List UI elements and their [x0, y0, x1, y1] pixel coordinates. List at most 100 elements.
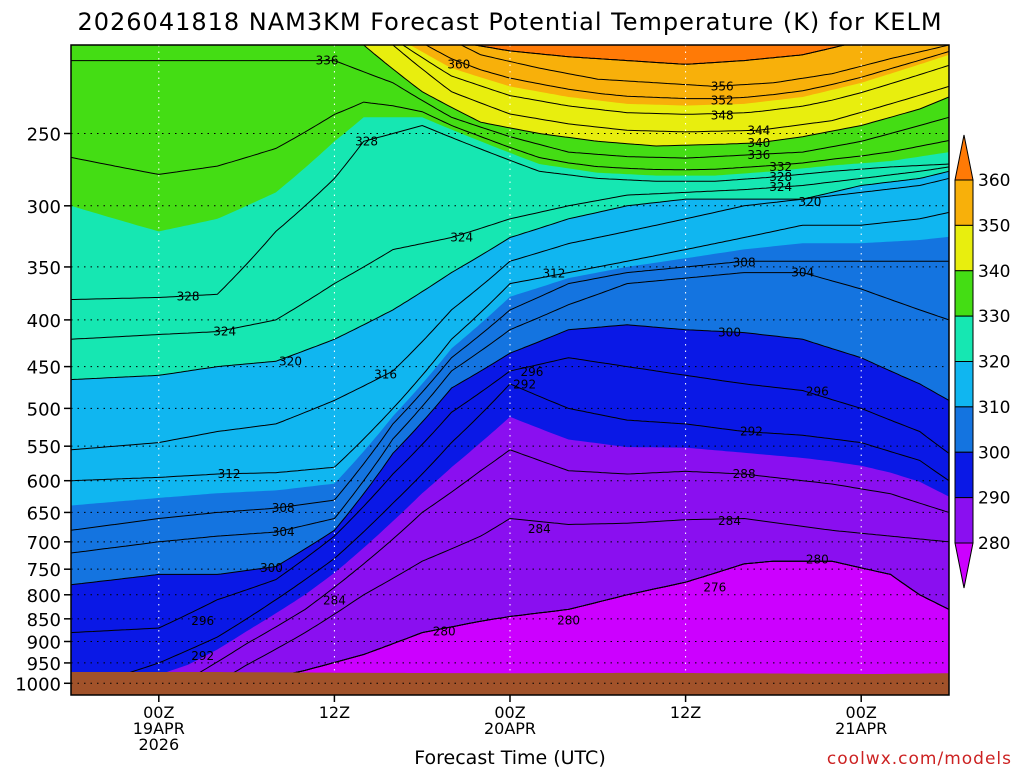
- contour-label: 300: [260, 561, 283, 575]
- contour-label: 280: [557, 614, 580, 628]
- colorbar-label: 290: [978, 489, 1010, 509]
- contour-label: 292: [513, 378, 536, 392]
- contour-324: [71, 166, 949, 340]
- colorbar-segment: [954, 361, 974, 408]
- contour-label: 276: [703, 580, 726, 594]
- contour-label: 304: [272, 525, 295, 539]
- contour-label: 304: [791, 266, 814, 280]
- contour-label: 288: [733, 467, 756, 481]
- contour-label: 328: [769, 170, 792, 184]
- contour-label: 284: [718, 514, 741, 528]
- contour-label: 344: [747, 123, 770, 137]
- colorbar-label: 350: [978, 216, 1010, 236]
- contour-label: 356: [711, 79, 734, 93]
- contour-label: 352: [711, 93, 734, 107]
- colorbar-top-arrow: [954, 134, 974, 181]
- contour-label: 336: [747, 148, 770, 162]
- contour-348: [402, 45, 949, 115]
- contour-label: 340: [747, 136, 770, 150]
- colorbar-label: 320: [978, 353, 1010, 373]
- colorbar-segment: [954, 406, 974, 453]
- contour-label: 336: [316, 54, 339, 68]
- y-tick-label: 550: [27, 437, 61, 458]
- contour-312: [71, 211, 949, 482]
- contour-308: [71, 260, 949, 531]
- x-tick-label: 12Z: [670, 703, 701, 722]
- y-tick-label: 650: [27, 503, 61, 524]
- contour-320: [71, 170, 949, 381]
- contour-280: [215, 560, 949, 695]
- colorbar-label: 360: [978, 171, 1010, 191]
- contour-340: [361, 45, 949, 147]
- x-tick-label: 2026: [138, 735, 179, 754]
- contour-label: 312: [218, 467, 241, 481]
- y-tick-label: 750: [27, 560, 61, 581]
- contour-label: 284: [323, 594, 346, 608]
- contour-288: [118, 449, 949, 695]
- contour-label: 316: [374, 367, 397, 381]
- colorbar-label: 330: [978, 307, 1010, 327]
- x-tick-label: 20APR: [484, 719, 536, 738]
- y-tick-label: 850: [27, 610, 61, 631]
- colorbar-segment: [954, 497, 974, 544]
- x-tick-label: 21APR: [835, 719, 887, 738]
- contour-364: [471, 45, 847, 65]
- credit-text: coolwx.com/models: [827, 749, 1012, 768]
- contour-label: 308: [733, 255, 756, 269]
- contour-356: [460, 45, 949, 87]
- band-below-280: [217, 561, 949, 695]
- contour-label: 280: [806, 553, 829, 567]
- x-tick-label: 00Z: [494, 703, 525, 722]
- y-tick-label: 250: [27, 124, 61, 145]
- contour-label: 296: [520, 365, 543, 379]
- contour-label: 292: [740, 424, 763, 438]
- contour-label: 308: [272, 501, 295, 515]
- y-tick-label: 700: [27, 533, 61, 554]
- y-tick-label: 950: [27, 654, 61, 675]
- contour-label: 328: [355, 134, 378, 148]
- y-tick-label: 600: [27, 472, 61, 493]
- colorbar-segment: [954, 224, 974, 272]
- chart-title: 2026041818 NAM3KM Forecast Potential Tem…: [77, 8, 942, 36]
- y-tick-label: 1000: [15, 674, 61, 695]
- contour-label: 280: [433, 625, 456, 639]
- y-tick-label: 300: [27, 197, 61, 218]
- colorbar-segment: [954, 270, 974, 317]
- y-tick-label: 500: [27, 399, 61, 420]
- colorbar-label: 340: [978, 262, 1010, 282]
- contour-label: 284: [528, 522, 551, 536]
- colorbar-label: 280: [978, 534, 1010, 554]
- contour-328: [71, 124, 949, 300]
- y-tick-label: 450: [27, 358, 61, 379]
- contour-label: 324: [769, 180, 792, 194]
- x-tick-label: 19APR: [133, 719, 185, 738]
- y-tick-label: 400: [27, 311, 61, 332]
- x-tick-label: 00Z: [143, 703, 174, 722]
- contour-label: 312: [542, 267, 565, 281]
- contour-332: [71, 101, 949, 175]
- contour-label: 328: [177, 289, 200, 303]
- contour-label: 324: [450, 231, 473, 245]
- contour-label: 320: [799, 195, 822, 209]
- y-tick-label: 800: [27, 586, 61, 607]
- contour-label: 348: [711, 109, 734, 123]
- ground-fill: [71, 672, 949, 695]
- contour-300: [71, 324, 949, 586]
- contour-label: 324: [213, 325, 236, 339]
- x-axis-label: Forecast Time (UTC): [414, 747, 605, 768]
- y-tick-label: 900: [27, 632, 61, 653]
- colorbar-label: 310: [978, 398, 1010, 418]
- colorbar-bottom-arrow: [954, 542, 974, 589]
- contour-344: [391, 45, 949, 133]
- contour-label: 296: [806, 384, 829, 398]
- colorbar-label: 300: [978, 443, 1010, 463]
- contour-label: 320: [279, 354, 302, 368]
- colorbar-segment: [954, 315, 974, 362]
- contour-label: 292: [191, 649, 214, 663]
- x-tick-label: 00Z: [846, 703, 877, 722]
- y-tick-label: 350: [27, 258, 61, 279]
- contour-label: 360: [447, 57, 470, 71]
- x-tick-label: 12Z: [319, 703, 350, 722]
- contour-label: 332: [769, 160, 792, 174]
